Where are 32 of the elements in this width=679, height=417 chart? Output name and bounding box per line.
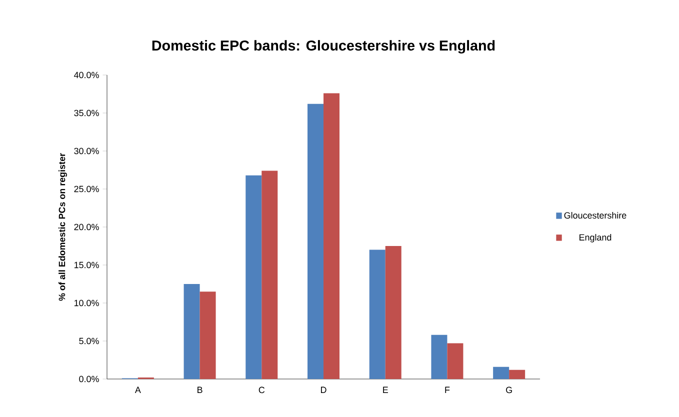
bar [385,246,402,379]
y-tick-label: 10.0% [74,300,99,306]
y-tick-label: 30.0% [74,148,99,154]
y-tick-label: 25.0% [74,186,99,192]
chart-title: Domestic EPC bands: Gloucestershire vs England [152,40,495,54]
bar [369,250,386,379]
x-tick-label: F [445,386,450,393]
y-tick-label: 35.0% [74,110,99,116]
x-tick-label: B [198,386,202,393]
bar [431,334,448,379]
bar [493,366,510,379]
x-tick-label: A [134,386,141,393]
bar [184,284,200,379]
bar [308,104,324,379]
bar [246,175,262,379]
bar [509,370,526,379]
x-tick-label: C [258,386,265,394]
bar [324,93,340,379]
y-axis-title: % of all Edomestic PCs on register [58,153,67,301]
y-tick-label: 5.0% [79,338,99,344]
x-tick-label: D [320,386,326,393]
legend-label: Gloucestershire [564,212,626,219]
y-tick-label: 20.0% [74,224,99,230]
x-tick-label: E [383,386,388,393]
y-tick-label: 0.0% [79,376,99,382]
bar [262,170,278,379]
x-tick-label: G [506,386,512,394]
y-tick-label: 40.0% [74,72,99,78]
bar [447,343,464,379]
legend-label: England [580,234,612,242]
bar [200,292,216,379]
y-tick-label: 15.0% [74,262,99,268]
